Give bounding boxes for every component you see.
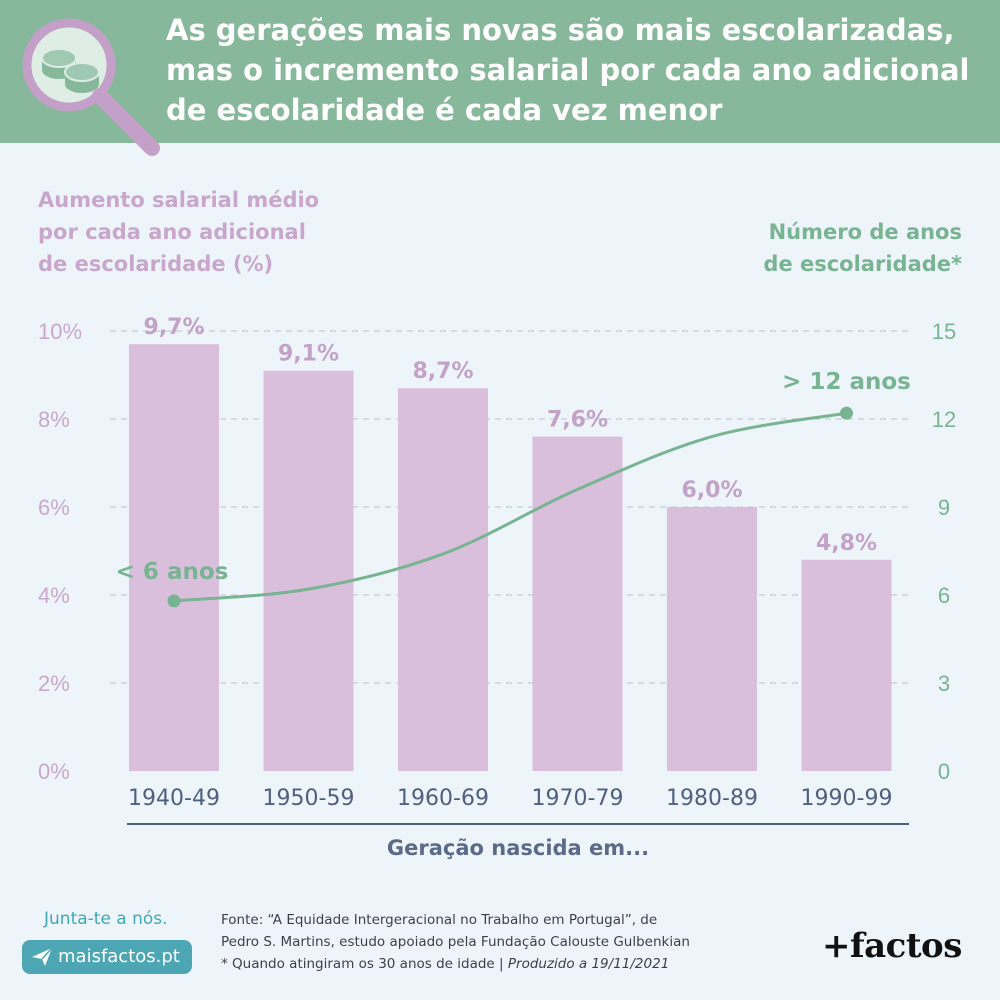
left-tick-label: 4% (38, 583, 70, 608)
schooling-line (173, 411, 847, 603)
source-line: Pedro S. Martins, estudo apoiado pela Fu… (221, 934, 690, 950)
bar (667, 507, 757, 771)
right-tick-label: 0 (938, 759, 950, 784)
left-axis-label-line: de escolaridade (%) (38, 252, 274, 276)
bar (801, 559, 892, 771)
header-banner: As gerações mais novas são mais escolari… (0, 0, 1000, 156)
bar-value-label: 7,6% (547, 408, 608, 433)
site-link-label: maisfactos.pt (58, 946, 180, 967)
left-tick-label: 10% (38, 319, 82, 344)
x-axis-title: Geração nascida em... (386, 836, 650, 860)
right-tick-label: 6 (938, 583, 950, 608)
bar (129, 344, 219, 771)
magnifier-coins-icon (22, 18, 160, 156)
left-tick-label: 6% (38, 495, 70, 520)
bar-value-label: 8,7% (412, 359, 473, 384)
right-axis-label-line: de escolaridade* (763, 252, 962, 276)
line-annotation: < 6 anos (116, 559, 229, 585)
line-point (167, 594, 181, 608)
bar (532, 436, 623, 771)
right-tick-label: 15 (932, 319, 956, 344)
site-link-button[interactable]: maisfactos.pt (22, 940, 192, 974)
bar-value-label: 4,8% (816, 531, 877, 556)
bar-value-label: 9,7% (143, 315, 204, 340)
page-title: As gerações mais novas são mais escolari… (166, 10, 986, 130)
left-axis-label-line: Aumento salarial médio (38, 188, 320, 212)
bar (263, 370, 354, 771)
footnote-line: * Quando atingiram os 30 anos de idade |… (221, 953, 690, 975)
left-axis-label-line: por cada ano adicional (38, 220, 306, 244)
x-tick-label: 1960-69 (397, 786, 489, 811)
x-tick-label: 1940-49 (128, 786, 220, 811)
right-tick-label: 3 (938, 671, 950, 696)
join-text: Junta-te a nós. (44, 909, 168, 929)
left-axis-label: Aumento salarial médio por cada ano adic… (38, 184, 319, 280)
x-tick-label: 1970-79 (532, 786, 624, 811)
x-tick-label: 1980-89 (666, 786, 758, 811)
produced-date: Produzido a 19/11/2021 (507, 956, 670, 972)
footnote-text: * Quando atingiram os 30 anos de idade | (221, 956, 508, 972)
left-tick-label: 8% (38, 407, 70, 432)
left-tick-label: 0% (38, 759, 70, 784)
bar-value-label: 9,1% (278, 342, 339, 367)
title-line: As gerações mais novas são mais escolari… (166, 13, 955, 47)
bar-value-label: 6,0% (681, 478, 742, 503)
title-line: de escolaridade é cada vez menor (166, 93, 723, 127)
paper-plane-icon (32, 947, 53, 966)
x-tick-label: 1950-59 (263, 786, 355, 811)
brand-logo: +factos (822, 926, 962, 966)
title-line: mas o incremento salarial por cada ano a… (166, 53, 970, 87)
bar (398, 388, 488, 771)
line-point (840, 406, 853, 420)
source-note: Fonte: “A Equidade Intergeracional no Tr… (221, 909, 690, 975)
line-annotation: > 12 anos (782, 369, 911, 395)
left-tick-label: 2% (38, 671, 70, 696)
source-line: Fonte: “A Equidade Intergeracional no Tr… (221, 912, 658, 928)
right-axis-label-line: Número de anos (768, 220, 962, 244)
right-tick-label: 12 (932, 407, 956, 432)
right-axis-label: Número de anos de escolaridade* (763, 216, 962, 280)
right-tick-label: 9 (938, 495, 950, 520)
x-tick-label: 1990-99 (801, 786, 893, 811)
